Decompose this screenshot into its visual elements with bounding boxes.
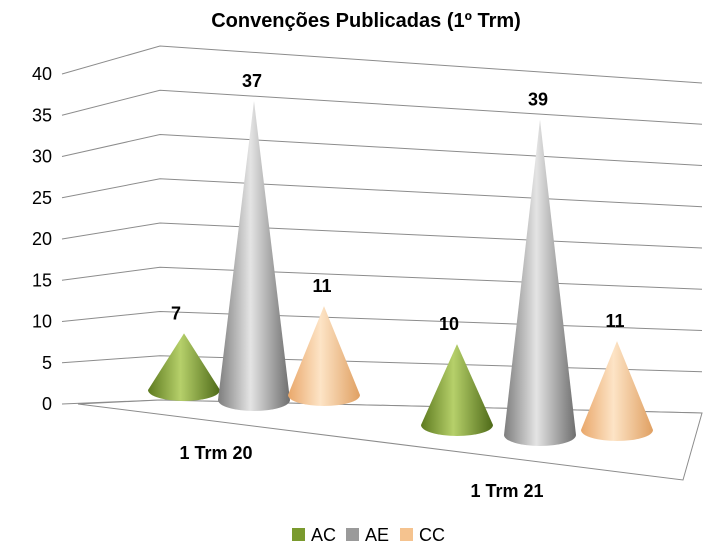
cone-ac <box>421 344 493 436</box>
data-label: 11 <box>605 311 624 331</box>
legend-swatch <box>292 528 305 541</box>
y-tick-label: 30 <box>32 147 52 167</box>
y-tick-label: 0 <box>42 394 52 414</box>
legend-swatch <box>346 528 359 541</box>
gridline <box>61 133 703 166</box>
data-label: 37 <box>242 71 262 91</box>
cone-body <box>288 306 360 406</box>
y-tick-label: 25 <box>32 188 52 208</box>
legend-label: AE <box>365 525 389 545</box>
y-tick-label: 20 <box>32 229 52 249</box>
y-tick-label: 10 <box>32 312 52 332</box>
cone-cc <box>288 306 360 406</box>
data-label: 7 <box>171 303 181 323</box>
cone-body <box>218 100 290 411</box>
legend-label: AC <box>311 525 336 545</box>
cone-ae <box>504 119 576 446</box>
y-tick-label: 15 <box>32 270 52 290</box>
legend-label: CC <box>419 525 445 545</box>
cone-ac <box>148 333 220 401</box>
cone-ae <box>218 100 290 411</box>
gridline <box>61 45 703 84</box>
x-tick-label: 1 Trm 21 <box>470 481 543 501</box>
plot-area <box>148 100 653 446</box>
y-tick-label: 35 <box>32 105 52 125</box>
chart-title: Convenções Publicadas (1º Trm) <box>211 10 521 32</box>
data-label: 11 <box>312 276 331 296</box>
data-label: 10 <box>439 314 459 334</box>
cone-body <box>421 344 493 436</box>
y-tick-label: 5 <box>42 353 52 373</box>
y-tick-label: 40 <box>32 64 52 84</box>
cone-body <box>504 119 576 446</box>
cone-cc <box>581 341 653 441</box>
x-tick-label: 1 Trm 20 <box>179 443 252 463</box>
gridline <box>61 222 703 249</box>
gridline <box>61 266 703 290</box>
data-label: 39 <box>528 90 548 110</box>
x-axis: 1 Trm 20 1 Trm 21 <box>179 443 543 501</box>
gridline <box>61 89 703 125</box>
y-axis: 0 5 10 15 20 25 30 35 40 <box>32 64 52 414</box>
legend-swatch <box>400 528 413 541</box>
cone-body <box>581 341 653 441</box>
data-labels: 7 37 11 10 39 11 <box>171 71 625 334</box>
gridline <box>61 178 703 208</box>
cone-body <box>148 333 220 401</box>
legend: AC AE CC <box>292 525 445 545</box>
gridlines <box>61 45 703 414</box>
